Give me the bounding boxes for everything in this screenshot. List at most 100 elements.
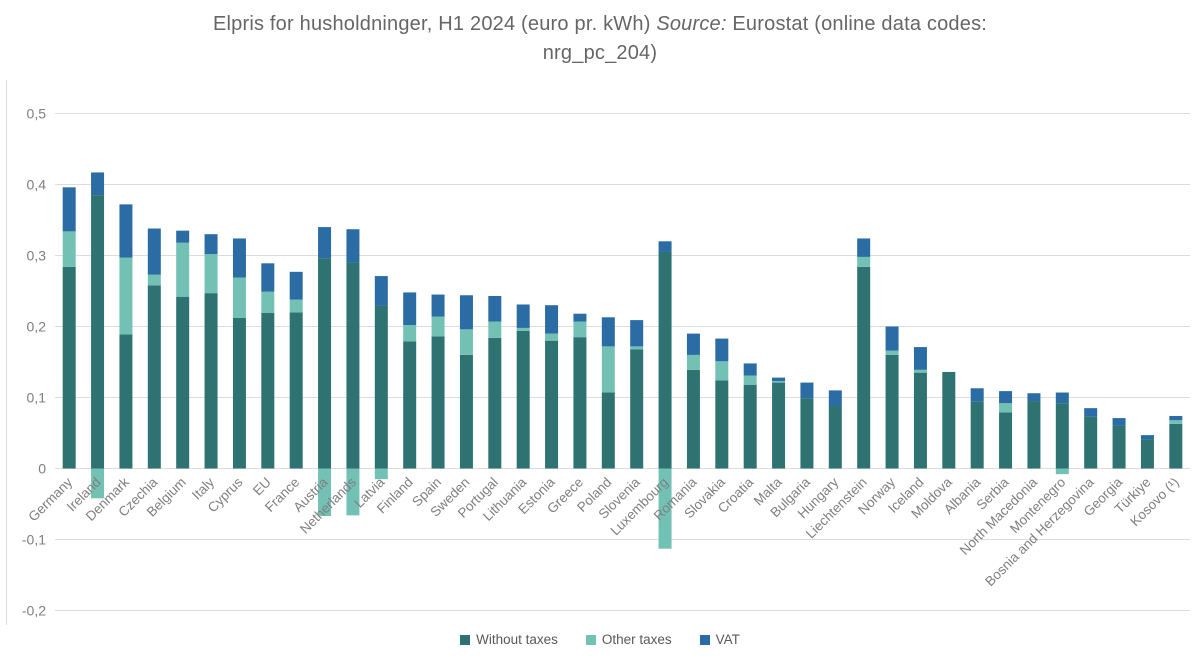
bar-segment-without-taxes [403,341,417,469]
bar-segment-other-taxes [403,325,417,342]
legend-label-other-taxes: Other taxes [601,632,672,647]
bar-segment-vat [1027,393,1041,402]
title-text: Elpris for husholdninger, H1 2024 (euro … [212,13,657,35]
bar-segment-vat [630,320,644,347]
legend-label-without-taxes: Without taxes [476,632,558,647]
y-tick-label: -0,1 [22,532,46,548]
bar-segment-without-taxes [630,349,644,469]
legend-label-vat: VAT [715,632,740,647]
bar-segment-without-taxes [459,354,473,469]
bar-segment-other-taxes [261,291,275,314]
bar-segment-without-taxes [1027,401,1041,469]
bar-segment-vat [715,338,729,362]
chart-canvas: 0,50,40,30,20,10-0,1-0,2GermanyIrelandDe… [6,80,1190,658]
y-tick-label: 0,1 [27,390,47,406]
bar-segment-other-taxes [913,369,927,373]
y-tick-label: -0,2 [22,603,46,619]
bar-segment-other-taxes [630,346,644,350]
bar-segment-vat [601,317,615,347]
bar-segment-vat [459,295,473,330]
bar-segment-without-taxes [828,406,842,469]
bar-segment-vat [573,313,587,322]
bar-segment-without-taxes [970,401,984,469]
bar-segment-vat [970,388,984,402]
legend-swatch-other-taxes [585,634,596,645]
bar-segment-without-taxes [232,317,246,469]
bar-segment-without-taxes [772,382,786,469]
bar-segment-vat [545,305,559,334]
chart-title-line1: Elpris for husholdninger, H1 2024 (euro … [0,10,1200,39]
legend-swatch-vat [699,634,710,645]
bar-segment-vat [318,227,332,259]
bar-segment-without-taxes [715,380,729,469]
bar-segment-without-taxes [488,337,502,469]
bar-segment-vat [658,241,672,252]
bar-segment-vat [1140,435,1154,440]
bar-segment-other-taxes [686,354,700,370]
bar-segment-vat [403,292,417,326]
bar-segment-vat [346,229,360,263]
bar-segment-vat [147,228,161,275]
bar-segment-other-taxes [459,329,473,355]
y-tick-label: 0,3 [27,248,47,264]
bar-segment-vat [999,391,1013,404]
bar-segment-vat [232,238,246,278]
bar-segment-other-taxes [374,468,388,480]
bar-segment-other-taxes [715,361,729,381]
bar-segment-without-taxes [686,369,700,469]
bar-segment-other-taxes [516,327,530,331]
bar-segment-other-taxes [318,468,332,517]
bar-segment-other-taxes [772,381,786,383]
bar-segment-other-taxes [658,468,672,549]
bar-segment-other-taxes [1055,468,1069,475]
bar-segment-without-taxes [942,371,956,469]
bar-segment-vat [289,271,303,300]
bar-segment-without-taxes [374,305,388,469]
y-tick-label: 0,5 [27,106,47,122]
bar-segment-vat [885,326,899,351]
bar-segment-other-taxes [176,242,190,297]
bar-segment-other-taxes [62,231,76,267]
bar-segment-without-taxes [545,340,559,469]
bar-segment-without-taxes [147,285,161,469]
bar-segment-without-taxes [261,313,275,469]
bar-segment-other-taxes [431,316,445,337]
bar-segment-vat [772,377,786,382]
bar-segment-vat [374,276,388,306]
bar-segment-without-taxes [1084,416,1098,469]
bar-segment-without-taxes [800,398,814,469]
bar-segment-other-taxes [91,468,105,499]
bar-segment-without-taxes [999,412,1013,469]
title-text-rest: Eurostat (online data codes: [726,13,988,35]
legend-item-other-taxes: Other taxes [585,632,672,647]
bar-segment-other-taxes [289,299,303,313]
bar-segment-vat [91,172,105,196]
y-tick-label: 0,4 [27,177,47,193]
bar-segment-other-taxes [346,468,360,516]
bar-segment-other-taxes [545,333,559,341]
bar-segment-without-taxes [743,384,757,469]
bar-segment-without-taxes [573,337,587,469]
title-source-word: Source: [656,13,727,35]
bar-segment-vat [828,390,842,407]
legend-swatch-without-taxes [460,634,471,645]
bar-segment-without-taxes [176,296,190,469]
bar-segment-without-taxes [346,262,360,469]
bar-segment-other-taxes [573,321,587,338]
y-tick-label: 0 [38,461,46,477]
bar-segment-without-taxes [1112,425,1126,469]
bar-segment-without-taxes [601,392,615,469]
bar-segment-vat [686,333,700,355]
bar-segment-other-taxes [1169,420,1183,424]
bar-segment-without-taxes [913,372,927,469]
bar-segment-vat [1112,418,1126,426]
bar-segment-without-taxes [658,251,672,469]
bar-segment-vat [1055,392,1069,404]
chart-title-line2: nrg_pc_204) [542,42,658,64]
bar-segment-vat [176,230,190,243]
bar-segment-other-taxes [857,256,871,267]
bar-segment-vat [204,234,218,255]
bar-segment-other-taxes [204,254,218,294]
bar-segment-without-taxes [1169,423,1183,469]
